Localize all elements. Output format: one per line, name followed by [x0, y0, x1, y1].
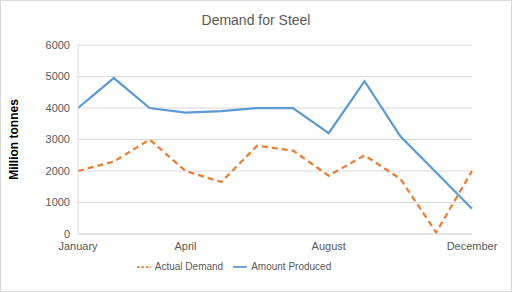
svg-text:December: December [447, 240, 498, 252]
html-text:Actual Demand: Actual Demand [154, 260, 224, 272]
html-text:Amount Produced: Amount Produced [251, 260, 332, 272]
svg-text:4000: 4000 [46, 102, 70, 114]
svg-text:2000: 2000 [46, 165, 70, 177]
svg-text:0: 0 [64, 228, 70, 240]
svg-text:January: January [58, 240, 98, 252]
svg-text:1000: 1000 [46, 196, 70, 208]
svg-text:6000: 6000 [46, 39, 70, 51]
html-text:Demand for Steel: Demand for Steel [201, 12, 311, 28]
svg-text:April: April [174, 240, 196, 252]
svg-text:3000: 3000 [46, 133, 70, 145]
svg-text:August: August [312, 240, 346, 252]
svg-text:5000: 5000 [46, 70, 70, 82]
svg-text:Million tonnes: Million tonnes [8, 99, 21, 180]
